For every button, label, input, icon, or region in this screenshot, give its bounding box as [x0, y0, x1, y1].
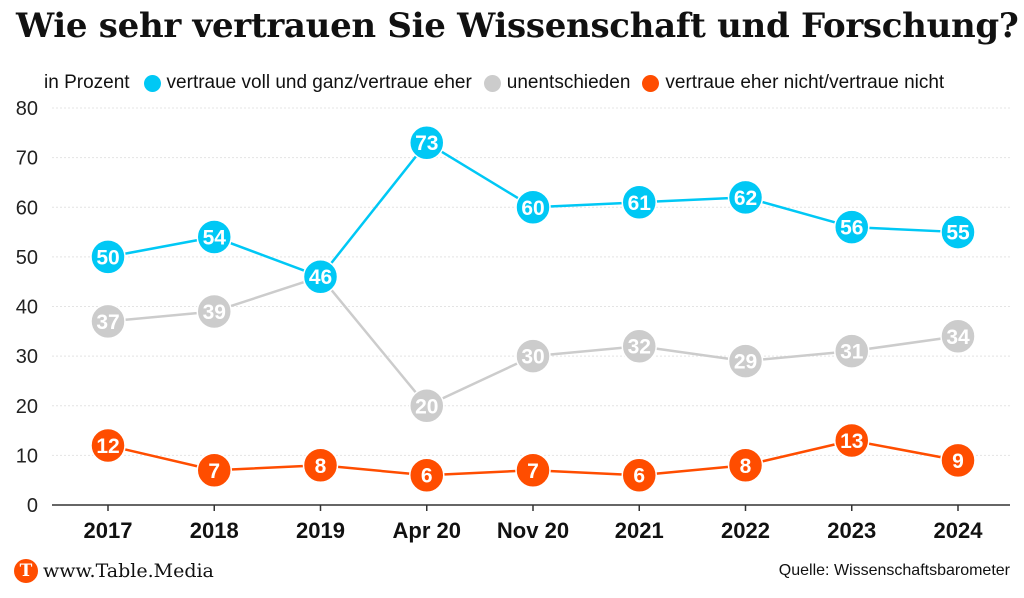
data-point-1-6: [727, 447, 764, 484]
data-point-0-5: [621, 328, 657, 364]
y-tick-label-20: 20: [16, 396, 38, 418]
source-label: Quelle: Wissenschaftsbarometer: [778, 562, 1010, 579]
y-tick-label-40: 40: [16, 297, 38, 319]
data-label-2-2: 46: [309, 266, 332, 289]
data-label-1-7: 13: [840, 430, 863, 453]
x-tick-label-0: 2017: [84, 518, 133, 543]
data-label-2-0: 50: [96, 246, 119, 269]
data-label-1-6: 8: [740, 455, 752, 478]
y-tick-label-80: 80: [16, 98, 38, 120]
data-label-2-4: 60: [521, 197, 544, 220]
data-point-2-6: [727, 179, 764, 216]
data-label-1-0: 12: [96, 435, 119, 458]
data-point-2-1: [196, 219, 232, 255]
legend-label-trust: vertraue voll und ganz/vertraue eher: [166, 72, 472, 93]
data-label-2-1: 54: [203, 227, 227, 250]
data-point-0-1: [196, 293, 232, 330]
data-point-1-0: [90, 427, 126, 464]
data-point-2-2: [302, 258, 339, 295]
chart-title: Wie sehr vertrauen Sie Wissenschaft und …: [16, 6, 1019, 46]
y-tick-label-30: 30: [16, 346, 38, 368]
data-label-0-8: 34: [946, 326, 970, 349]
data-point-0-3: [409, 388, 445, 424]
data-point-1-5: [621, 457, 657, 493]
table-media-logo-icon: T: [14, 559, 38, 583]
y-tick-label-10: 10: [16, 445, 38, 467]
data-label-0-0: 37: [96, 311, 119, 334]
data-label-0-1: 39: [203, 301, 226, 324]
data-label-0-6: 29: [734, 351, 757, 374]
data-point-1-2: [302, 447, 339, 484]
legend: in Prozent vertraue voll und ganz/vertra…: [44, 72, 956, 94]
data-point-0-7: [834, 333, 870, 369]
x-tick-label-6: 2022: [721, 518, 770, 543]
x-tick-label-1: 2018: [190, 518, 239, 543]
x-tick-label-2: 2019: [296, 518, 345, 543]
x-tick-label-3: Apr 20: [393, 518, 461, 543]
website-label: www.Table.Media: [43, 560, 214, 582]
data-point-1-3: [409, 457, 445, 493]
unit-label: in Prozent: [44, 72, 130, 93]
data-label-2-6: 62: [734, 187, 757, 210]
x-tick-label-7: 2023: [827, 518, 876, 543]
data-point-2-4: [515, 189, 551, 225]
grid-layer: [52, 107, 1010, 456]
brand: T www.Table.Media: [14, 559, 214, 583]
data-point-1-8: [940, 442, 976, 479]
legend-label-distrust: vertraue eher nicht/vertraue nicht: [665, 72, 945, 93]
series-layer: 3739462030322931341278676813950544673606…: [90, 124, 976, 493]
x-tick-label-8: 2024: [934, 518, 984, 543]
legend-item-undecided: unentschieden: [483, 72, 631, 94]
data-label-0-7: 31: [840, 341, 864, 364]
data-label-2-7: 56: [840, 217, 863, 240]
x-tick-label-5: 2021: [615, 518, 664, 543]
data-point-1-1: [196, 452, 232, 489]
data-label-0-3: 20: [415, 395, 438, 418]
data-label-1-1: 7: [208, 460, 220, 483]
x-tick-label-4: Nov 20: [497, 518, 569, 543]
data-label-2-5: 61: [628, 192, 652, 215]
data-point-2-8: [940, 214, 976, 250]
data-point-0-4: [515, 338, 551, 374]
axis-layer: 0 10 20 30 40 50 60 70 80 2017 2018 2019 Apr 20 Nov 2…: [16, 98, 1010, 543]
legend-swatch-trust: [143, 74, 161, 92]
data-point-0-8: [940, 318, 976, 355]
y-tick-label-70: 70: [16, 148, 38, 170]
legend-swatch-undecided: [483, 74, 501, 92]
data-label-0-4: 30: [521, 346, 544, 369]
legend-item-distrust: vertraue eher nicht/vertraue nicht: [642, 72, 944, 94]
data-label-2-3: 73: [415, 132, 438, 155]
data-point-2-0: [90, 239, 126, 275]
y-tick-label-60: 60: [16, 197, 38, 219]
legend-item-trust: vertraue voll und ganz/vertraue eher: [143, 72, 472, 94]
data-point-0-0: [90, 303, 126, 340]
data-label-1-3: 6: [421, 465, 433, 488]
legend-label-undecided: unentschieden: [506, 72, 631, 93]
data-label-1-2: 8: [315, 455, 327, 478]
legend-swatch-distrust: [642, 74, 660, 92]
data-point-2-7: [834, 209, 870, 245]
data-label-1-4: 7: [527, 460, 539, 483]
data-point-0-6: [727, 343, 764, 379]
data-label-2-8: 55: [946, 222, 970, 245]
data-label-1-8: 9: [952, 450, 964, 473]
y-tick-label-0: 0: [27, 495, 38, 517]
data-label-1-5: 6: [633, 465, 645, 488]
data-label-0-5: 32: [628, 336, 651, 359]
data-point-2-5: [621, 184, 657, 221]
data-point-1-4: [515, 452, 551, 489]
y-tick-label-50: 50: [16, 247, 38, 269]
data-point-1-7: [834, 422, 870, 459]
data-point-2-3: [409, 124, 445, 161]
